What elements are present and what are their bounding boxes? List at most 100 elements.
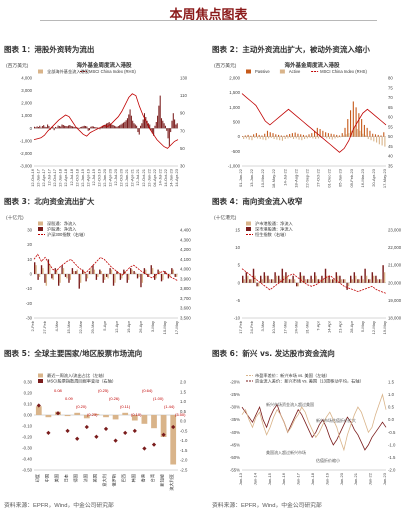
marker xyxy=(84,424,89,430)
legend-label: 恒生指数（右轴） xyxy=(255,231,289,238)
bar xyxy=(151,128,153,134)
bar xyxy=(99,269,101,274)
bar xyxy=(353,127,355,137)
chart-panel-6: 图表 6：新兴 vs. 发达股市资金流向 市盈率差价：新兴市场 vs. 美国（左… xyxy=(212,348,412,496)
bar xyxy=(157,115,159,129)
x-tick-label: 17-Mar xyxy=(282,320,287,333)
bar xyxy=(109,123,111,129)
bar xyxy=(380,135,382,137)
bar xyxy=(73,126,75,129)
marker xyxy=(36,403,41,408)
bar xyxy=(85,274,87,282)
marker xyxy=(123,430,128,435)
y2-tick-label: 22,000 xyxy=(388,245,402,250)
bar xyxy=(141,274,144,283)
bar xyxy=(112,125,114,129)
bar xyxy=(41,126,43,129)
series-line xyxy=(33,253,179,282)
y-tick-label: 1,000 xyxy=(229,105,240,110)
bar xyxy=(314,272,316,283)
bar xyxy=(340,279,343,283)
x-tick-label: 16-Mar-23 xyxy=(360,168,365,187)
bar xyxy=(137,128,139,133)
bar xyxy=(113,125,115,129)
bar xyxy=(141,415,148,424)
marker xyxy=(161,432,166,437)
bar xyxy=(34,262,36,274)
bar xyxy=(304,279,307,283)
bar xyxy=(306,279,309,283)
legend-swatch xyxy=(38,69,43,74)
y-tick-label: -2,000 xyxy=(20,151,33,156)
bar xyxy=(281,268,284,283)
bar xyxy=(358,279,361,283)
bar xyxy=(272,133,274,137)
bar xyxy=(378,279,381,283)
bar xyxy=(47,259,50,274)
bar xyxy=(78,274,80,289)
series-line xyxy=(241,403,387,451)
bar xyxy=(154,274,156,280)
marker xyxy=(46,430,51,435)
data-label: (0.11) xyxy=(120,404,131,409)
bar xyxy=(321,275,323,283)
bar xyxy=(373,275,375,283)
x-tick-label: 香港 xyxy=(139,473,146,482)
y-tick-label: -1,000 xyxy=(228,164,241,169)
source-note: 资料来源：EPFR，Wind，中金公司研究部 xyxy=(212,503,322,509)
bar xyxy=(261,135,263,137)
bar xyxy=(93,269,96,274)
x-tick-label: 28-Apr xyxy=(349,320,354,333)
x-tick-label: 12-Oct-21 xyxy=(141,168,146,187)
bar xyxy=(95,127,97,129)
bar xyxy=(45,127,47,129)
x-tick-label: 韩国 xyxy=(130,474,137,482)
bar xyxy=(263,272,266,283)
data-label: (1.00) xyxy=(153,396,164,401)
y-tick-label: -40% xyxy=(230,430,240,435)
bar xyxy=(298,136,300,140)
y-tick-label: 0.30 xyxy=(24,380,33,385)
bar xyxy=(376,136,378,143)
bar xyxy=(107,123,109,129)
bar xyxy=(169,274,171,277)
bar xyxy=(268,136,270,139)
chart-panel-4: 图表 4：南向资金流入收窄 (十亿港元) 沪市港股通：净流入 深市港股通：净流入 恒生… xyxy=(212,196,412,344)
y2-tick-label: 30 xyxy=(180,164,185,169)
bar xyxy=(131,415,138,421)
bar xyxy=(242,275,244,283)
bar xyxy=(47,124,49,129)
marker xyxy=(132,428,137,434)
y2-tick-label: 40 xyxy=(388,154,393,159)
bar xyxy=(122,412,129,415)
bar xyxy=(96,127,98,129)
bar xyxy=(174,274,176,277)
bar xyxy=(243,136,245,140)
bar xyxy=(383,132,385,137)
x-tick-label: Jan-20 xyxy=(339,472,344,485)
x-tick-label: 24-Mar xyxy=(293,320,298,333)
bar xyxy=(266,130,269,137)
bar xyxy=(92,265,94,274)
x-tick-label: 12-Oct-20 xyxy=(119,168,124,187)
x-tick-label: 10-Mar-22 xyxy=(260,168,265,187)
bar xyxy=(155,122,157,129)
bar xyxy=(82,269,84,274)
y-tick-label: 0.10 xyxy=(24,402,33,407)
x-tick-label: 04-Apr-22 xyxy=(152,168,157,187)
bar xyxy=(310,275,312,283)
bar xyxy=(247,275,249,283)
bar xyxy=(347,119,349,137)
bar xyxy=(119,125,121,129)
bar xyxy=(364,268,366,283)
bar xyxy=(59,274,61,283)
legend-label: 沪深300指数（右轴） xyxy=(47,231,88,238)
legend-swatch xyxy=(246,69,251,74)
y2-tick-label: 0.0 xyxy=(180,419,187,424)
x-tick-label: Jan-23 xyxy=(382,472,387,485)
bar xyxy=(348,133,350,137)
bar xyxy=(176,123,178,129)
x-tick-label: Jan-17 xyxy=(296,472,301,485)
x-tick-label: 12-Jan-21 xyxy=(124,168,129,187)
bar xyxy=(258,134,260,137)
